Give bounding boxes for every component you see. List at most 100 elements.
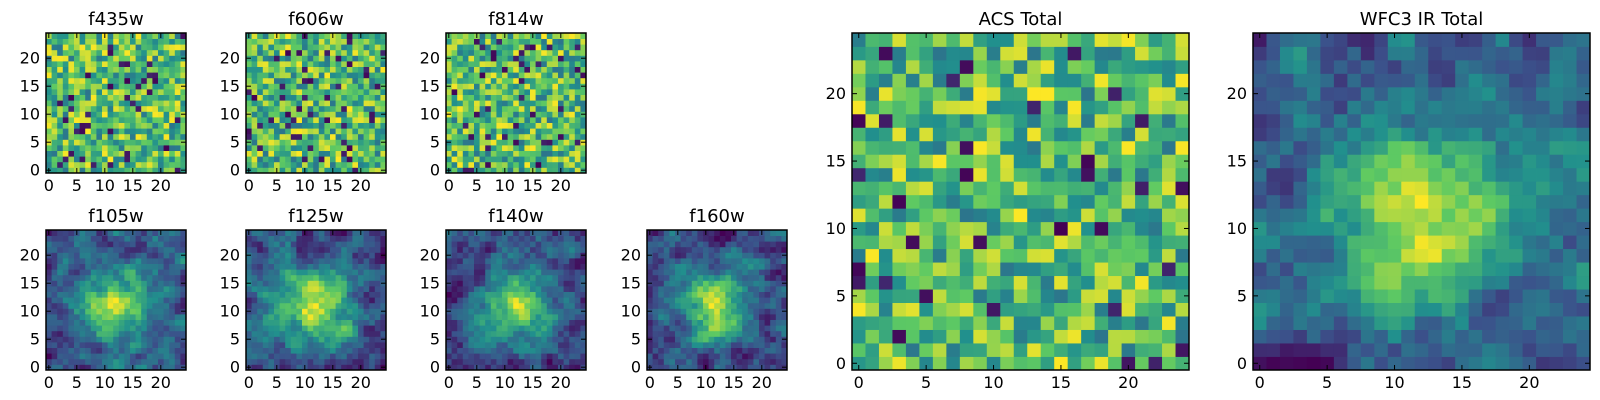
heatmap-cell bbox=[535, 167, 542, 174]
heatmap-cell bbox=[174, 347, 181, 354]
heatmap-cell bbox=[530, 291, 536, 298]
heatmap-cell bbox=[363, 122, 370, 129]
heatmap-cell bbox=[852, 167, 866, 182]
heatmap-cell bbox=[513, 342, 520, 348]
heatmap-cell bbox=[279, 342, 286, 348]
heatmap-cell bbox=[747, 291, 754, 298]
heatmap-cell bbox=[479, 33, 486, 39]
heatmap-cell bbox=[380, 241, 387, 248]
heatmap-cell bbox=[51, 319, 58, 326]
heatmap-cell bbox=[302, 150, 308, 157]
heatmap-cell bbox=[468, 145, 475, 151]
heatmap-cell bbox=[79, 139, 86, 146]
heatmap-cell bbox=[68, 150, 75, 157]
heatmap-cell bbox=[479, 286, 486, 292]
heatmap-cell bbox=[152, 38, 159, 45]
heatmap-cell bbox=[374, 122, 381, 129]
heatmap-cell bbox=[959, 302, 974, 317]
heatmap-cell bbox=[285, 286, 292, 292]
heatmap-cell bbox=[457, 235, 464, 242]
heatmap-cell bbox=[324, 280, 331, 287]
heatmap-cell bbox=[574, 150, 581, 157]
heatmap-cell bbox=[986, 208, 1001, 223]
heatmap-cell bbox=[569, 66, 576, 73]
heatmap-cell bbox=[307, 55, 314, 62]
heatmap-cell bbox=[62, 139, 69, 146]
heatmap-cell bbox=[279, 49, 286, 56]
heatmap-cell bbox=[74, 161, 80, 168]
heatmap-cell bbox=[346, 111, 353, 118]
heatmap-cell bbox=[85, 33, 92, 39]
heatmap-cell bbox=[358, 100, 364, 107]
heatmap-cell bbox=[341, 235, 348, 242]
heatmap-cell bbox=[274, 342, 280, 348]
heatmap-cell bbox=[380, 49, 387, 56]
heatmap-cell bbox=[507, 235, 514, 242]
heatmap-cell bbox=[959, 208, 974, 223]
heatmap-cell bbox=[669, 274, 676, 281]
heatmap-cell bbox=[1175, 208, 1190, 223]
heatmap-cell bbox=[753, 330, 760, 337]
heatmap-cell bbox=[558, 274, 564, 281]
heatmap-cell bbox=[474, 269, 480, 276]
heatmap-cell bbox=[1040, 235, 1055, 250]
heatmap-cell bbox=[79, 150, 86, 157]
heatmap-cell bbox=[341, 258, 348, 264]
heatmap-cell bbox=[279, 122, 286, 129]
heatmap-cell bbox=[251, 358, 258, 365]
heatmap-cell bbox=[141, 128, 148, 135]
heatmap-cell bbox=[290, 364, 297, 371]
heatmap-cell bbox=[158, 156, 164, 163]
heatmap-cell bbox=[251, 246, 258, 253]
heatmap-cell bbox=[770, 342, 777, 348]
heatmap-cell bbox=[369, 235, 376, 242]
heatmap-cell bbox=[513, 286, 520, 292]
heatmap-cell bbox=[369, 117, 376, 123]
heatmap-cell bbox=[892, 329, 907, 344]
heatmap-cell bbox=[169, 72, 176, 79]
heatmap-cell bbox=[302, 330, 308, 337]
heatmap-cell bbox=[330, 111, 336, 118]
heatmap-cell bbox=[946, 221, 961, 236]
heatmap-cell bbox=[719, 269, 726, 276]
heatmap-cell bbox=[163, 235, 170, 242]
heatmap-cell bbox=[274, 38, 280, 45]
heatmap-cell bbox=[324, 89, 331, 95]
heatmap-cell bbox=[307, 66, 314, 73]
heatmap-cell bbox=[513, 246, 520, 253]
heatmap-cell bbox=[102, 72, 108, 79]
heatmap-cell bbox=[457, 330, 464, 337]
heatmap-cell bbox=[262, 269, 269, 276]
heatmap-cell bbox=[307, 156, 314, 163]
heatmap-cell bbox=[141, 274, 148, 281]
heatmap-cell bbox=[485, 235, 492, 242]
heatmap-cell bbox=[102, 347, 108, 354]
heatmap-cell bbox=[973, 181, 988, 196]
heatmap-cell bbox=[558, 161, 564, 168]
heatmap-cell bbox=[468, 258, 475, 264]
heatmap-cell bbox=[246, 72, 252, 79]
heatmap-cell bbox=[141, 150, 148, 157]
heatmap-cell bbox=[141, 230, 148, 236]
heatmap-cell bbox=[174, 241, 181, 248]
heatmap-cell bbox=[57, 128, 64, 135]
heatmap-cell bbox=[246, 77, 252, 84]
heatmap-cell bbox=[530, 156, 536, 163]
heatmap-cell bbox=[146, 117, 153, 123]
heatmap-cell bbox=[324, 235, 331, 242]
heatmap-cell bbox=[747, 302, 754, 309]
heatmap-cell bbox=[330, 235, 336, 242]
heatmap-cell bbox=[574, 145, 581, 151]
heatmap-cell bbox=[46, 347, 52, 354]
heatmap-cell bbox=[1000, 316, 1015, 330]
heatmap-cell bbox=[580, 263, 587, 270]
heatmap-cell bbox=[686, 258, 693, 264]
heatmap-cell bbox=[374, 145, 381, 151]
heatmap-cell bbox=[878, 343, 893, 357]
heatmap-cell bbox=[535, 230, 542, 236]
heatmap-cell bbox=[57, 241, 64, 248]
heatmap-cell bbox=[279, 44, 286, 51]
heatmap-cell bbox=[62, 61, 69, 67]
heatmap-cell bbox=[369, 105, 376, 112]
